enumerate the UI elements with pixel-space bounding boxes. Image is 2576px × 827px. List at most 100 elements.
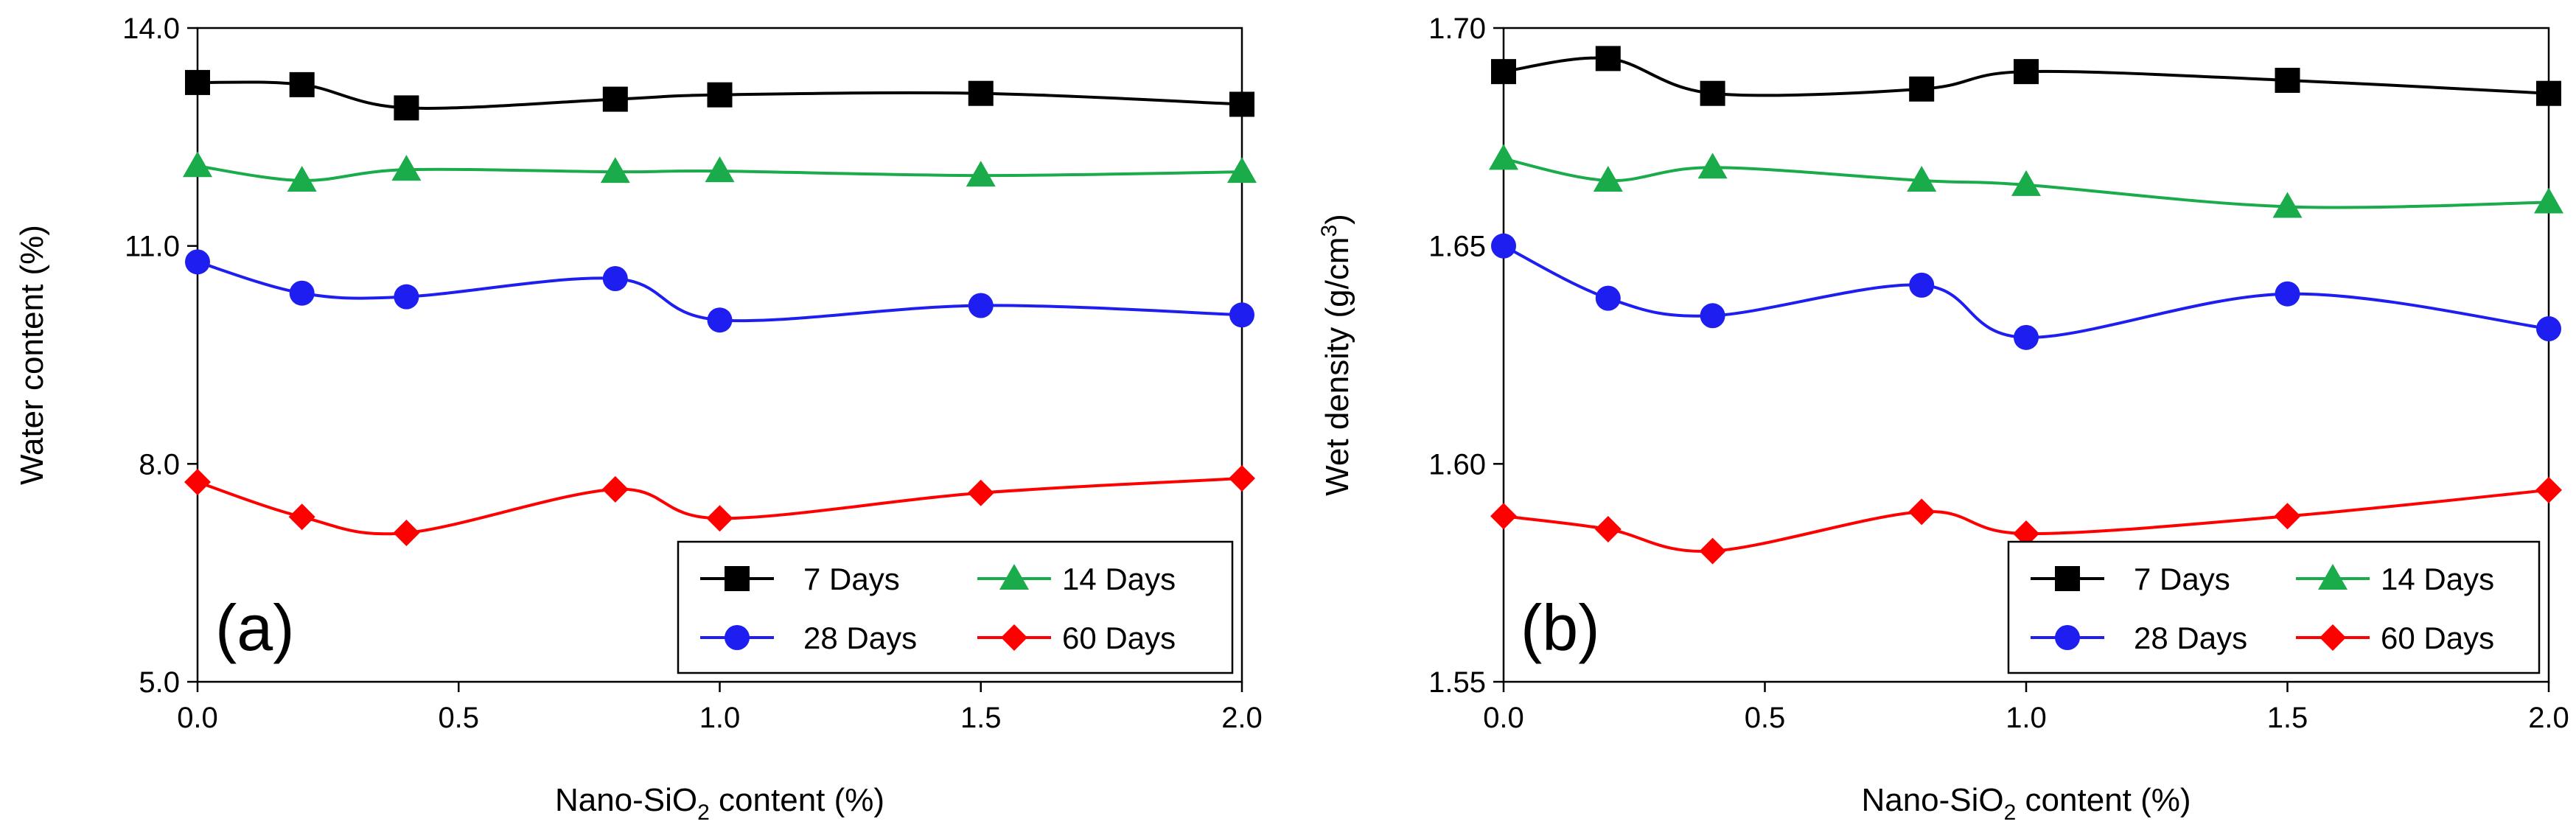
series-line xyxy=(197,260,1243,323)
data-point-triangle xyxy=(966,161,996,187)
legend-label: 60 Days xyxy=(2381,621,2494,655)
y-tick-label: 14.0 xyxy=(122,13,180,45)
legend-swatch-square xyxy=(2055,566,2080,591)
data-point-square xyxy=(394,95,419,121)
data-point-circle xyxy=(1700,303,1725,329)
y-axis-title-rest: ) xyxy=(1319,214,1355,225)
x-axis-title-subscript: 2 xyxy=(2004,800,2017,825)
x-tick-label: 1.5 xyxy=(960,702,1002,734)
data-point-square xyxy=(2275,67,2300,93)
x-axis-title-subscript: 2 xyxy=(697,800,710,825)
data-point-triangle xyxy=(2534,187,2563,214)
panel-a-water-content-chart: 0.0 0.5 1.0 1.5 2.0 5.0 8.0 11.0 14.0 Nano-SiO2 c… xyxy=(14,13,1263,825)
data-point-diamond xyxy=(2013,520,2039,547)
data-point-triangle xyxy=(183,151,212,178)
data-point-square xyxy=(1595,46,1621,71)
data-point-circle xyxy=(185,249,210,275)
legend-label: 14 Days xyxy=(2381,562,2494,596)
data-point-square xyxy=(1491,59,1516,85)
data-point-triangle xyxy=(2011,170,2041,196)
y-axis-title: Water content (%) xyxy=(14,225,50,485)
legend-item: 7 Days xyxy=(700,562,900,596)
series-line xyxy=(1503,56,2549,97)
data-point-diamond xyxy=(706,505,733,532)
y-axis-title: Wet density (g/cm3) xyxy=(1317,214,1355,496)
y-tick-label: 1.70 xyxy=(1428,13,1486,45)
data-point-triangle xyxy=(600,157,630,184)
data-point-square xyxy=(1229,91,1254,117)
x-tick-label: 0.0 xyxy=(1483,702,1524,734)
series-line xyxy=(197,477,1243,536)
data-point-diamond xyxy=(184,468,211,495)
series-7-days xyxy=(185,69,1254,121)
data-point-diamond xyxy=(1699,537,1726,565)
data-point-circle xyxy=(2536,316,2561,342)
legend-label: 60 Days xyxy=(1062,621,1176,655)
legend-item: 14 Days xyxy=(977,562,1176,596)
legend-swatch-square xyxy=(725,566,750,591)
series-28-days xyxy=(1491,233,2561,350)
legend-swatch-circle xyxy=(2055,625,2080,650)
data-point-square xyxy=(602,86,628,112)
data-point-diamond xyxy=(2535,476,2562,503)
data-point-diamond xyxy=(1229,465,1255,492)
data-point-diamond xyxy=(1490,503,1517,530)
series-line xyxy=(197,164,1243,182)
data-point-triangle xyxy=(287,165,317,192)
data-point-circle xyxy=(1909,272,1935,298)
legend-box xyxy=(677,540,1234,674)
data-point-diamond xyxy=(288,503,315,531)
series-line xyxy=(1503,244,2549,339)
data-point-diamond xyxy=(2274,503,2301,530)
data-point-circle xyxy=(2014,324,2039,350)
legend-label: 14 Days xyxy=(1062,562,1176,596)
series-14-days xyxy=(183,151,1257,192)
x-tick-label: 0.0 xyxy=(177,702,218,734)
data-point-square xyxy=(2536,80,2561,106)
data-point-square xyxy=(707,82,733,108)
x-axis-title-rest: content (%) xyxy=(2016,782,2191,818)
series-line xyxy=(1503,157,2549,209)
y-tick-label: 5.0 xyxy=(139,666,180,699)
series-60-days xyxy=(1490,476,2562,565)
data-point-circle xyxy=(1595,285,1621,311)
series-line xyxy=(1503,488,2549,554)
data-point-square xyxy=(289,71,315,97)
series-28-days xyxy=(185,249,1254,333)
y-axis-title-main: Wet density (g/cm xyxy=(1319,237,1355,496)
data-point-triangle xyxy=(1489,144,1518,170)
data-point-square xyxy=(185,69,210,95)
legend-swatch-diamond xyxy=(2320,624,2346,651)
x-tick-label: 2.0 xyxy=(2528,702,2569,734)
data-point-diamond xyxy=(1908,498,1936,526)
x-axis-title-main: Nano-SiO xyxy=(555,782,697,818)
data-point-circle xyxy=(2275,281,2300,307)
x-tick-label: 1.5 xyxy=(2267,702,2308,734)
data-point-square xyxy=(1909,76,1935,102)
data-point-circle xyxy=(968,293,994,318)
y-tick-label: 11.0 xyxy=(125,231,180,263)
data-point-square xyxy=(2014,59,2039,85)
data-point-diamond xyxy=(967,479,994,506)
legend-label: 28 Days xyxy=(2134,621,2247,655)
data-point-triangle xyxy=(2272,192,2303,218)
data-point-square xyxy=(968,80,994,106)
legend-item: 14 Days xyxy=(2296,562,2494,596)
data-point-circle xyxy=(1229,302,1254,328)
y-tick-label: 1.55 xyxy=(1428,666,1486,699)
legend-item: 60 Days xyxy=(977,621,1176,655)
data-point-circle xyxy=(394,284,419,310)
x-tick-label: 1.0 xyxy=(2006,702,2047,734)
legend-swatch-triangle xyxy=(2318,564,2348,590)
legend-label: 7 Days xyxy=(803,562,900,596)
legend-box xyxy=(2007,540,2541,674)
legend: 7 Days 14 Days 28 Days 60 Days xyxy=(677,540,1234,674)
legend-label: 28 Days xyxy=(803,621,917,655)
y-axis-title-main: Water content (%) xyxy=(14,225,50,485)
x-tick-label: 0.5 xyxy=(438,702,479,734)
legend: 7 Days 14 Days 28 Days 60 Days xyxy=(2007,540,2541,674)
legend-label: 7 Days xyxy=(2134,562,2230,596)
y-tick-label: 1.65 xyxy=(1428,231,1486,263)
series-7-days xyxy=(1491,46,2561,106)
